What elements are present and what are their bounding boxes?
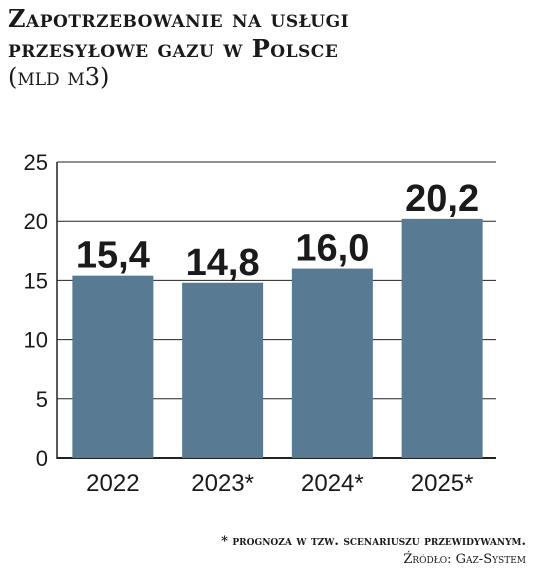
chart-title-line-1: Zapotrzebowanie na usługi xyxy=(8,4,350,33)
y-tick-label: 15 xyxy=(24,268,48,293)
data-label: 16,0 xyxy=(295,228,369,270)
source-note: Źródło: Gaz-System xyxy=(403,552,526,567)
y-tick-label: 0 xyxy=(36,446,48,471)
chart-title-line-2: przesyłowe gazu w Polsce xyxy=(8,34,339,63)
bar xyxy=(291,268,373,458)
forecast-footnote: * prognoza w tzw. scenariuszu przewidywa… xyxy=(221,534,526,549)
x-tick-label: 2023* xyxy=(191,470,254,497)
bar xyxy=(401,218,483,458)
x-tick-label: 2022 xyxy=(86,470,139,497)
y-tick-label: 25 xyxy=(24,150,48,175)
x-tick-label: 2025* xyxy=(411,470,474,497)
x-tick-label: 2024* xyxy=(301,470,364,497)
bar xyxy=(182,282,264,458)
chart-unit: (mld m3) xyxy=(8,63,110,91)
y-tick-label: 5 xyxy=(36,387,48,412)
data-label: 14,8 xyxy=(186,242,260,284)
y-tick-label: 20 xyxy=(24,209,48,234)
chart-title: Zapotrzebowanie na usługi przesyłowe gaz… xyxy=(8,4,349,64)
data-label: 20,2 xyxy=(405,178,479,220)
data-label: 15,4 xyxy=(76,235,150,277)
bar xyxy=(72,275,154,458)
y-tick-label: 10 xyxy=(24,328,48,353)
